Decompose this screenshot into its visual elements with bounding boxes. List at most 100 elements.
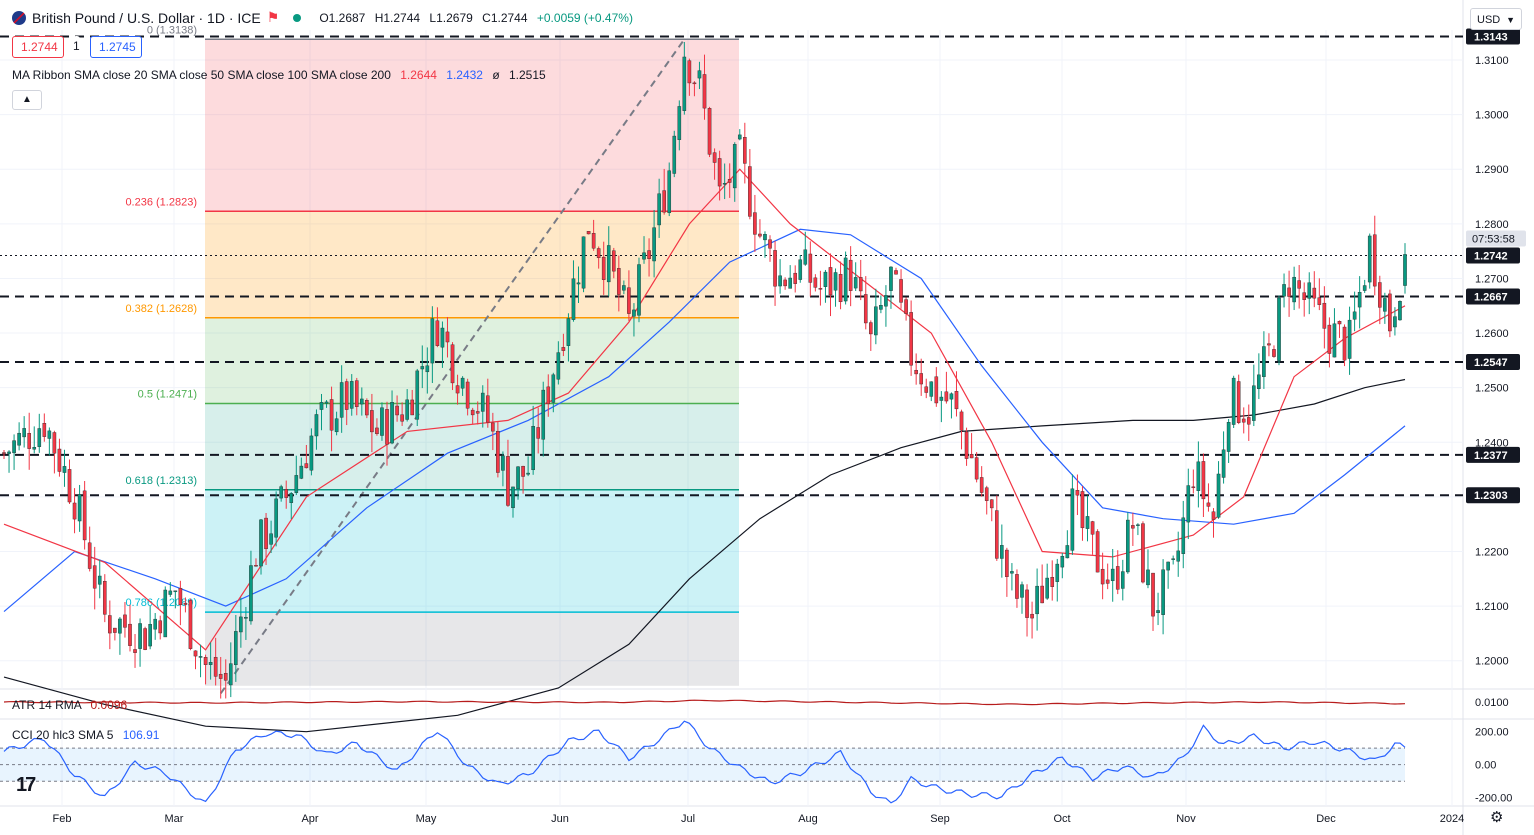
candle: [697, 61, 702, 90]
candle: [1362, 279, 1367, 293]
buy-price-button[interactable]: 1.2745: [90, 36, 142, 58]
candle: [984, 485, 989, 515]
candle-body: [1005, 549, 1009, 577]
candle-body: [622, 285, 626, 291]
candle-body: [1075, 490, 1080, 496]
candle-body: [92, 565, 97, 589]
ma-ribbon-value-1: 1.2644: [400, 68, 437, 82]
candle: [178, 580, 183, 626]
candle-body: [254, 565, 258, 567]
price-tick-label: 1.2100: [1475, 601, 1509, 613]
candle-body: [1378, 282, 1382, 308]
candle-body: [1327, 324, 1332, 354]
candle-body: [108, 615, 112, 634]
candle-body: [138, 623, 142, 649]
candle-body: [385, 409, 389, 445]
candle-body: [1080, 491, 1085, 529]
gear-icon[interactable]: ⚙: [1490, 809, 1504, 826]
candle-body: [1151, 572, 1155, 617]
candle-body: [748, 166, 752, 217]
candle-body: [1267, 343, 1271, 346]
candle: [858, 259, 863, 301]
candle: [57, 438, 62, 477]
candle: [465, 378, 470, 416]
candle: [1196, 441, 1201, 508]
candle: [677, 100, 682, 151]
candle: [32, 426, 37, 454]
flag-icon[interactable]: ⚑: [266, 9, 280, 25]
countdown-tag: 07:53:58: [1466, 230, 1526, 247]
ohlc-change: +0.0059 (+0.47%): [536, 10, 633, 25]
candle-body: [682, 56, 687, 111]
candle-body: [1236, 381, 1241, 423]
candle-body: [884, 295, 888, 307]
currency-selector[interactable]: USD ▼: [1470, 8, 1522, 30]
time-tick-label: Mar: [165, 813, 184, 825]
candle-body: [1201, 461, 1206, 500]
candle: [72, 488, 77, 534]
candle-body: [1246, 417, 1251, 425]
candle: [284, 480, 289, 509]
collapse-legend-button[interactable]: ▲: [12, 90, 42, 110]
candle-body: [823, 271, 828, 287]
candle-body: [244, 617, 248, 619]
atr-legend[interactable]: ATR 14 RMA 0.0096: [12, 698, 127, 712]
candle-body: [102, 581, 107, 615]
cci-tick-label: 0.00: [1475, 760, 1496, 772]
candle-body: [869, 322, 873, 335]
candle-body: [1332, 323, 1337, 358]
candle: [1236, 374, 1241, 425]
candle: [506, 439, 510, 507]
candle: [1221, 431, 1226, 484]
candle-body: [62, 466, 67, 473]
candle-body: [143, 628, 147, 650]
candle: [863, 276, 868, 330]
candle-body: [798, 259, 803, 280]
candle-body: [889, 266, 893, 291]
candle: [344, 378, 349, 426]
candle-body: [712, 152, 717, 163]
candle-body: [400, 414, 404, 422]
ma-ribbon-legend[interactable]: MA Ribbon SMA close 20 SMA close 50 SMA …: [12, 68, 546, 82]
candle: [732, 142, 737, 202]
candle-body: [783, 279, 787, 287]
candle: [1080, 485, 1085, 541]
candle: [445, 317, 450, 358]
candle: [1181, 500, 1186, 569]
candle: [1110, 548, 1115, 602]
candle: [47, 427, 52, 456]
candle-body: [879, 305, 883, 310]
candle: [138, 618, 142, 667]
candle-body: [67, 469, 72, 503]
candle: [354, 377, 359, 416]
candle: [1090, 520, 1095, 555]
ma-ribbon-label: MA Ribbon SMA close 20 SMA close 50 SMA …: [12, 68, 391, 82]
candle-body: [632, 309, 636, 317]
candle-body: [370, 410, 374, 433]
candle-body: [425, 365, 430, 373]
atr-label: ATR 14 RMA: [12, 698, 82, 712]
candle: [239, 597, 243, 648]
candle-body: [334, 418, 339, 433]
candle: [1241, 407, 1246, 434]
candle-body: [1297, 280, 1301, 289]
candle: [435, 307, 440, 348]
candle-body: [1060, 555, 1065, 568]
candle-body: [909, 312, 913, 366]
candle-body: [979, 477, 984, 493]
candle: [97, 559, 102, 599]
candle-body: [793, 272, 798, 284]
candle-body: [1282, 284, 1286, 297]
cci-legend[interactable]: CCI 20 hlc3 SMA 5 106.91: [12, 728, 159, 742]
candle: [662, 168, 666, 215]
ohlc-open: O1.2687: [319, 10, 366, 25]
time-tick-label: Oct: [1053, 813, 1070, 825]
candle: [294, 455, 299, 496]
candle: [1040, 564, 1044, 604]
sell-price-button[interactable]: 1.2744: [12, 36, 64, 58]
symbol-title[interactable]: British Pound / U.S. Dollar · 1D · ICE: [32, 9, 261, 26]
candle-body: [354, 380, 359, 407]
tradingview-logo-icon[interactable]: 17: [16, 774, 36, 796]
candle: [1352, 291, 1357, 332]
